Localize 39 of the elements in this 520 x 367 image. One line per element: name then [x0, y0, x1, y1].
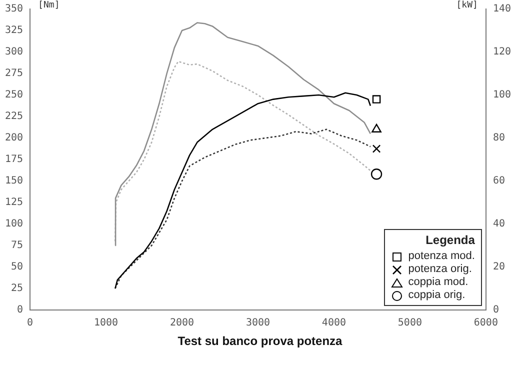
y-tick-label: 75: [11, 240, 24, 252]
x-tick-label: 5000: [398, 318, 422, 329]
y-tick-label: 150: [5, 176, 24, 187]
y-tick-label: 325: [5, 25, 24, 36]
y-tick-label: 225: [5, 111, 24, 122]
y-tick-label: 250: [5, 90, 24, 101]
y-axis-title: [Nm]: [38, 0, 60, 10]
line-series: [114, 128, 372, 290]
y-tick-label: 175: [5, 154, 24, 166]
y-tick-label: 25: [11, 283, 24, 294]
y-tick-label: 300: [5, 46, 24, 58]
y2-tick-label: 120: [492, 46, 511, 58]
y2-axis-title: [kW]: [456, 0, 478, 10]
y2-tick-label: 20: [492, 262, 505, 273]
x-tick-label: 4000: [322, 318, 346, 329]
y2-tick-label: 140: [492, 4, 511, 15]
text: Test su banco prova potenza: [176, 334, 344, 348]
x-tick-label: 2000: [170, 318, 194, 329]
y2-tick-label: 80: [492, 132, 505, 144]
y2-tick-label: 0: [492, 304, 499, 316]
legend-label: potenza orig.: [408, 263, 472, 276]
y-tick-label: 200: [5, 132, 24, 144]
x-tick-label: 0: [27, 318, 34, 329]
y-tick-label: 350: [5, 4, 24, 15]
y2-tick-label: 60: [492, 176, 505, 187]
y2-tick-label: 40: [492, 218, 505, 230]
x-tick-label: 6000: [474, 318, 498, 329]
legend-label: coppia orig.: [408, 289, 466, 302]
y-tick-label: 50: [11, 262, 24, 273]
y-tick-label: 275: [5, 68, 24, 80]
legend-label: coppia mod.: [408, 276, 468, 289]
legend-title: Legenda: [424, 233, 475, 247]
legend-label: potenza mod.: [408, 250, 475, 263]
y-tick-label: 100: [5, 218, 24, 230]
y-tick-label: 0: [17, 304, 24, 316]
x-tick-label: 1000: [94, 318, 118, 329]
x-tick-label: 3000: [246, 318, 270, 329]
y2-tick-label: 100: [492, 90, 511, 101]
y-tick-label: 125: [5, 197, 24, 208]
